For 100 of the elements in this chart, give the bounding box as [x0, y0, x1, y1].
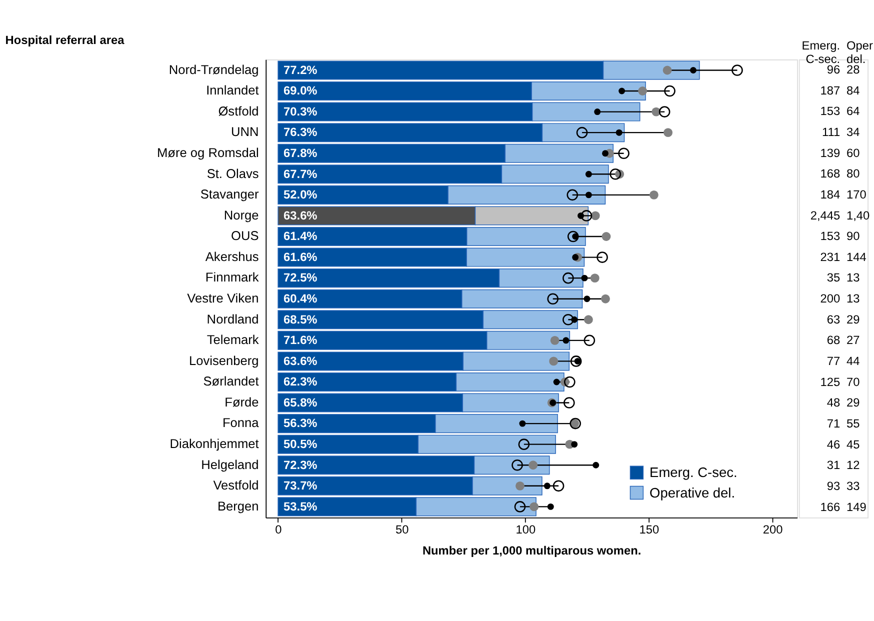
text: 2,445: [810, 208, 840, 222]
point: [690, 67, 696, 74]
y-tick-label: Østfold: [218, 103, 259, 118]
text: 125: [820, 374, 840, 389]
y-tick-label: Vestfold: [213, 478, 259, 493]
text: 166: [820, 500, 840, 514]
text: 200: [820, 292, 840, 306]
text: 34: [846, 124, 860, 139]
annotation: 53.5%: [284, 499, 318, 514]
point: [596, 252, 608, 263]
point: [664, 85, 676, 97]
annotation: 72.3%: [284, 458, 318, 472]
point: [658, 106, 670, 118]
point: [664, 128, 672, 138]
y-tick-label: Akershus: [205, 248, 259, 264]
text: 231: [820, 250, 840, 264]
point: [584, 296, 590, 302]
y-tick-label: Innlandet: [206, 82, 260, 98]
point: [662, 66, 672, 75]
annotation: 70.3%: [284, 104, 318, 118]
text: 71: [826, 416, 840, 430]
text: 13: [846, 270, 860, 285]
y-tick-label: Fonna: [222, 415, 260, 430]
point: [580, 210, 592, 222]
legend-label: Operative del.: [650, 485, 736, 500]
point: [618, 148, 630, 160]
point: [562, 337, 570, 344]
y-tick-label: Diakonhjemmet: [170, 436, 260, 452]
legend-label: Emerg. C-sec.: [650, 465, 738, 480]
text: 29: [846, 396, 860, 410]
y-tick-label: Nord-Trøndelag: [168, 62, 259, 77]
y-tick-label: Telemark: [206, 332, 260, 348]
y-tick-label: Møre og Romsdal: [156, 145, 259, 160]
annotation: 69.0%: [284, 84, 318, 98]
text: 12: [846, 458, 860, 472]
point: [550, 400, 556, 406]
point: [552, 480, 564, 492]
text: 170: [846, 187, 867, 202]
point: [570, 356, 582, 367]
point: [732, 64, 743, 76]
point: [585, 170, 592, 178]
text: 68: [826, 333, 840, 348]
point: [602, 150, 608, 157]
y-tick-label: Bergen: [217, 498, 259, 514]
annotation: 50.5%: [284, 437, 318, 452]
point: [547, 503, 554, 510]
point: [571, 441, 578, 448]
text: 184: [820, 187, 840, 202]
point: [585, 192, 592, 198]
point: [618, 88, 626, 94]
y-tick-label: Finnmark: [205, 270, 260, 285]
y-tick-label: Førde: [224, 394, 259, 410]
annotation: 61.4%: [284, 229, 318, 244]
point: [638, 86, 648, 96]
annotation: 73.7%: [284, 478, 318, 493]
text: 149: [846, 500, 867, 514]
annotation: 61.6%: [284, 250, 318, 264]
text: 168: [820, 166, 840, 181]
y-tick-label: Nordland: [206, 311, 259, 326]
text: 93: [826, 478, 840, 493]
text: 35: [826, 270, 840, 285]
text: 77: [826, 354, 840, 368]
point: [518, 438, 530, 450]
point: [566, 189, 578, 201]
point: [519, 420, 526, 427]
point: [512, 459, 523, 471]
text: 60: [846, 146, 860, 160]
point: [590, 274, 600, 283]
text: 1,40: [846, 208, 870, 222]
annotation: 77.2%: [284, 62, 318, 77]
text: 64: [846, 104, 860, 118]
point: [649, 190, 658, 200]
annotation: 71.6%: [284, 333, 318, 348]
point: [576, 126, 588, 138]
text: 48: [826, 396, 840, 410]
y-tick-label: OUS: [231, 228, 259, 244]
annotation: 63.6%: [284, 208, 318, 222]
point: [514, 501, 526, 512]
annotation: 60.4%: [284, 292, 318, 306]
point: [553, 378, 560, 386]
y-tick-label: Stavanger: [200, 186, 260, 202]
y-tick-label: Sørlandet: [203, 374, 260, 389]
text: 187: [820, 83, 840, 98]
text: 80: [846, 166, 860, 181]
text: 27: [846, 333, 860, 348]
point: [584, 334, 596, 346]
annotation: 65.8%: [284, 395, 318, 410]
text: 153: [820, 229, 840, 244]
y-tick-label: St. Olavs: [206, 166, 259, 181]
point: [549, 356, 558, 366]
point: [562, 314, 574, 326]
point: [528, 460, 538, 470]
text: 33: [846, 478, 860, 493]
text: 144: [846, 250, 867, 264]
text: 90: [846, 229, 860, 244]
text: 45: [846, 437, 860, 452]
point: [564, 376, 576, 388]
text: 29: [846, 312, 860, 326]
text: 111: [822, 124, 840, 139]
y-tick-label: Lovisenberg: [189, 352, 259, 368]
